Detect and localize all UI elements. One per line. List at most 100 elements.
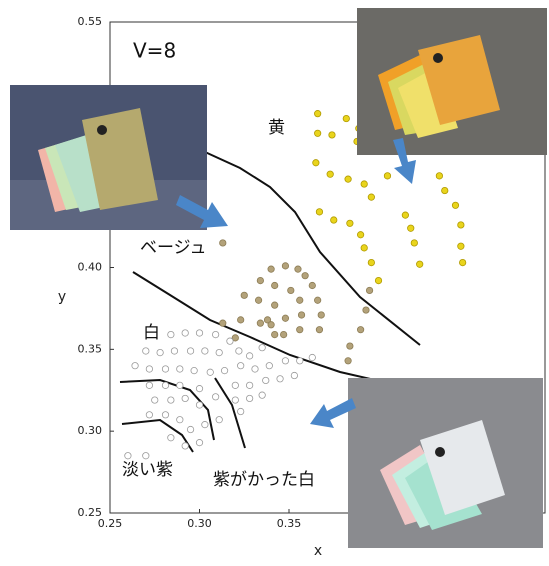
x-tick-label: 0.30 — [187, 517, 212, 530]
point — [251, 365, 259, 373]
point — [383, 172, 392, 180]
y-tick-label: 0.35 — [78, 342, 103, 355]
grommet — [433, 53, 443, 63]
point — [328, 131, 336, 139]
point — [344, 175, 352, 183]
point — [161, 365, 170, 373]
annotation: V=8 — [133, 39, 176, 63]
plot-area: 0.25 0.30 0.35 0.25 0.30 0.35 0.40 0.55 — [78, 15, 546, 530]
point — [215, 349, 223, 357]
point — [195, 329, 204, 337]
arrow — [393, 138, 416, 184]
point — [281, 262, 290, 270]
point — [142, 452, 150, 460]
point — [290, 371, 298, 380]
point — [156, 349, 164, 357]
point — [360, 244, 368, 252]
point — [167, 434, 175, 442]
point — [271, 281, 279, 290]
point — [330, 216, 338, 224]
point — [346, 342, 354, 350]
point — [297, 311, 306, 319]
point — [176, 381, 184, 389]
point — [195, 385, 204, 393]
point — [296, 357, 304, 365]
point — [231, 381, 239, 389]
point — [407, 224, 415, 232]
point — [326, 170, 334, 178]
point — [262, 376, 270, 385]
point — [267, 321, 275, 329]
annotation: 白 — [143, 323, 160, 343]
point — [271, 331, 279, 339]
point — [181, 329, 189, 337]
x-axis-label: x — [314, 543, 322, 559]
annotation: 黄 — [268, 118, 285, 138]
point — [201, 347, 209, 355]
point — [365, 286, 374, 295]
point — [294, 265, 302, 273]
point — [167, 396, 175, 404]
point — [315, 326, 324, 334]
point — [296, 296, 304, 304]
annotation: 紫がかった白 — [213, 470, 315, 490]
point — [315, 208, 324, 216]
boundary-line — [119, 378, 215, 441]
point — [314, 296, 322, 304]
point — [151, 396, 159, 404]
point — [237, 316, 245, 324]
point — [357, 231, 365, 239]
point — [206, 368, 214, 376]
point — [258, 391, 266, 399]
point — [258, 344, 266, 352]
y-tick-label: 0.40 — [78, 261, 103, 274]
point — [314, 110, 322, 118]
point — [308, 281, 316, 290]
point — [317, 311, 325, 319]
point — [271, 301, 279, 309]
point — [181, 394, 189, 403]
boundary-line — [204, 151, 421, 346]
point — [246, 394, 254, 403]
point — [367, 258, 375, 267]
point — [161, 411, 170, 419]
annotation: ベージュ — [140, 238, 206, 258]
point — [246, 352, 254, 360]
boundary-line — [132, 271, 411, 389]
annotation: 淡い紫 — [122, 460, 173, 480]
point — [167, 331, 175, 339]
point — [287, 286, 295, 295]
x-tick-label: 0.35 — [277, 517, 302, 530]
point — [254, 296, 263, 304]
point — [346, 219, 354, 227]
point — [401, 211, 409, 219]
photo-white — [348, 378, 543, 548]
y-tick-label: 0.55 — [78, 15, 103, 28]
point — [281, 314, 290, 322]
point — [186, 425, 195, 434]
y-tick-label: 0.25 — [78, 506, 103, 519]
point — [256, 319, 264, 327]
point — [457, 221, 465, 229]
point — [312, 159, 320, 167]
point — [367, 193, 375, 201]
point — [237, 407, 245, 416]
point — [235, 347, 243, 355]
point — [360, 180, 368, 188]
point — [459, 258, 467, 267]
point — [201, 421, 209, 429]
point — [451, 201, 460, 209]
point — [314, 129, 322, 137]
point — [357, 326, 365, 334]
point — [237, 362, 245, 370]
photos — [10, 8, 547, 548]
point — [212, 393, 220, 401]
point — [124, 452, 132, 460]
point — [215, 416, 223, 424]
photo-yellow — [357, 8, 547, 155]
point — [131, 362, 139, 370]
point — [362, 306, 370, 314]
point — [176, 365, 184, 373]
